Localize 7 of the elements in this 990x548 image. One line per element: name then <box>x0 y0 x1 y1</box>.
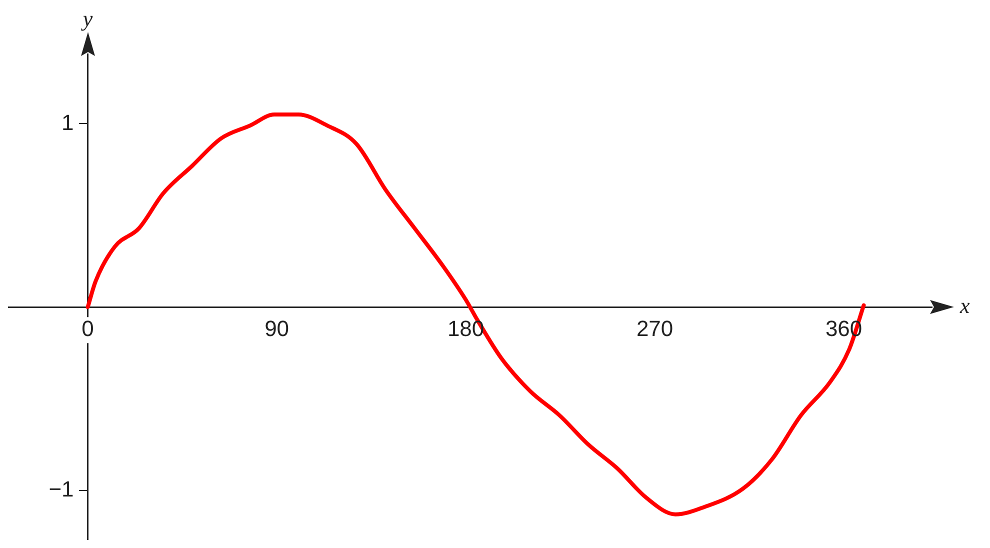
x-tick-label: 270 <box>636 316 674 342</box>
x-tick-label: 0 <box>82 316 94 342</box>
y-axis-title: y <box>80 6 93 31</box>
x-axis-title: x <box>959 292 970 318</box>
y-tick-label: 1 <box>62 110 74 135</box>
y-tick-label: −1 <box>48 476 74 502</box>
x-tick-label: 90 <box>264 316 290 342</box>
